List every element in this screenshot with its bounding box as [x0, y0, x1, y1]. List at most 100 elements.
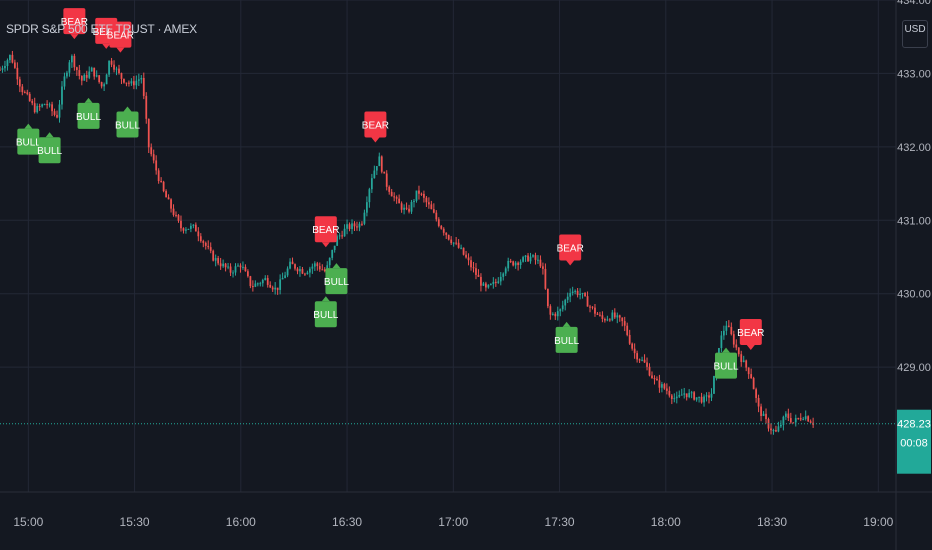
candle-body	[467, 257, 470, 261]
candle-body	[477, 274, 480, 277]
candle-body	[316, 263, 319, 267]
candle-body	[688, 392, 691, 398]
candle-body	[187, 228, 190, 230]
candle-body	[284, 275, 286, 278]
label-box	[109, 21, 132, 48]
candle-body	[304, 273, 306, 275]
candle-body	[445, 232, 448, 235]
label-text: BULL	[115, 120, 140, 131]
candle-body	[73, 55, 76, 68]
candle-body	[204, 242, 207, 246]
candle-body	[765, 413, 767, 420]
candle-body	[361, 223, 363, 225]
candle-body	[294, 264, 296, 269]
candle-body	[559, 309, 562, 312]
candle-body	[110, 60, 113, 65]
candle-body	[631, 343, 634, 349]
candle-body	[301, 269, 304, 274]
x-tick-label: 17:30	[545, 515, 575, 529]
currency-button[interactable]: USD	[902, 20, 928, 48]
candle-body	[579, 293, 581, 296]
candle-body	[636, 353, 639, 360]
candle-body	[88, 71, 91, 78]
candle-body	[318, 266, 321, 270]
candle-body	[804, 416, 807, 419]
label-text: BULL	[37, 146, 62, 157]
candle-body	[623, 321, 626, 326]
candle-body	[675, 396, 678, 399]
candle-body	[571, 291, 574, 294]
candle-body	[574, 290, 577, 292]
label-box	[559, 234, 582, 261]
candle-body	[363, 212, 366, 224]
candle-body	[51, 104, 53, 112]
candle-body	[507, 260, 510, 269]
candle-body	[375, 166, 378, 171]
label-text: BEAR	[557, 244, 584, 255]
label-text: BULL	[76, 112, 101, 123]
y-tick-label: 432.00	[897, 142, 931, 154]
candle-body	[544, 268, 547, 289]
candle-body	[482, 283, 485, 286]
candle-body	[475, 268, 477, 275]
candle-body	[269, 284, 272, 288]
x-tick-label: 19:00	[863, 515, 893, 529]
candle-body	[561, 305, 564, 310]
candle-body	[202, 241, 205, 243]
candle-body	[777, 426, 780, 432]
candle-body	[58, 104, 61, 118]
label-box	[739, 319, 762, 346]
candle-body	[415, 190, 418, 201]
candle-body	[370, 178, 373, 190]
y-tick-label: 431.00	[897, 215, 931, 227]
candle-body	[217, 258, 220, 264]
candle-body	[618, 315, 621, 318]
candle-body	[244, 266, 247, 272]
candle-body	[737, 347, 740, 355]
candle-body	[680, 394, 683, 396]
candle-body	[1, 68, 4, 70]
label-pointer	[722, 347, 731, 353]
bear-signal-label: BEAR	[362, 111, 389, 143]
candle-body	[504, 268, 507, 274]
label-text: BEAR	[737, 328, 764, 339]
candle-body	[512, 261, 515, 266]
candle-body	[638, 359, 641, 361]
candle-body	[693, 392, 696, 400]
candle-body	[542, 266, 544, 269]
candle-body	[336, 236, 339, 246]
candle-body	[606, 319, 609, 321]
candle-body	[120, 73, 123, 79]
y-tick-label: 433.00	[897, 68, 931, 80]
candle-body	[772, 430, 775, 432]
candle-body	[720, 335, 723, 349]
candle-body	[281, 277, 284, 280]
candle-body	[626, 325, 629, 335]
candle-body	[38, 106, 41, 108]
symbol-title[interactable]: SPDR S&P 500 ETF TRUST · AMEX	[6, 22, 197, 36]
candle-body	[170, 199, 172, 209]
candle-body	[599, 314, 601, 316]
candle-body	[789, 418, 792, 423]
candle-body	[440, 225, 443, 229]
candle-body	[710, 393, 713, 398]
candle-body	[137, 79, 140, 81]
bull-signal-label: BULL	[76, 97, 101, 129]
bear-signal-label: BEAR	[737, 319, 764, 351]
candle-body	[13, 62, 16, 68]
candle-body	[472, 267, 475, 269]
candle-body	[678, 395, 681, 397]
candle-body	[212, 250, 215, 261]
candle-body	[197, 231, 200, 237]
candle-body	[209, 247, 212, 251]
candle-body	[328, 257, 331, 266]
candle-body	[393, 196, 396, 198]
candle-body	[373, 170, 376, 179]
candle-body	[274, 287, 277, 290]
candle-body	[732, 334, 735, 345]
label-pointer	[123, 106, 132, 112]
candle-body	[180, 220, 182, 229]
candle-body	[442, 228, 445, 233]
candle-body	[447, 234, 450, 240]
